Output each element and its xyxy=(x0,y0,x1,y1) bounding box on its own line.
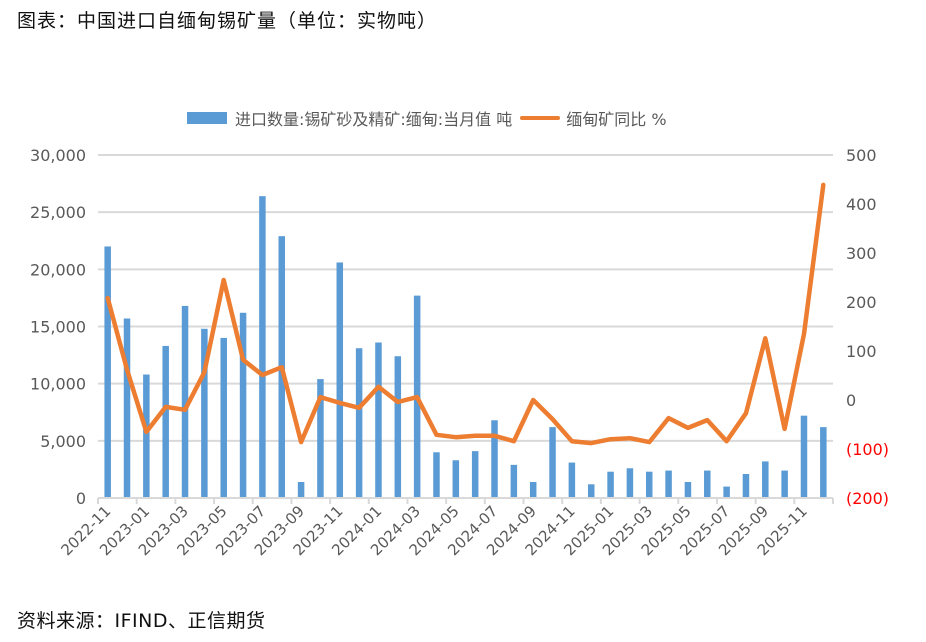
y-left-tick-label: 25,000 xyxy=(30,203,86,222)
bar-series xyxy=(104,196,827,498)
y-left-tick-label: 10,000 xyxy=(30,375,86,394)
y-right-tick-label: 500 xyxy=(846,146,877,165)
legend-line-swatch xyxy=(520,116,561,120)
bar xyxy=(433,452,440,498)
bar xyxy=(375,342,382,498)
legend-bar-swatch xyxy=(187,112,227,124)
y-right-tick-label: 400 xyxy=(846,195,877,214)
bar xyxy=(665,470,672,498)
bar xyxy=(607,471,614,498)
y-right-tick-label: (100) xyxy=(846,440,889,459)
bar xyxy=(646,471,653,498)
bar xyxy=(762,461,769,498)
bar xyxy=(220,337,227,498)
chart-title: 图表：中国进口自缅甸锡矿量（单位：实物吨） xyxy=(17,10,438,32)
bar xyxy=(452,460,460,498)
y-right-tick-label: 100 xyxy=(846,342,877,361)
bar xyxy=(800,415,808,498)
bar xyxy=(820,427,827,498)
bar xyxy=(297,481,305,498)
line-series xyxy=(105,182,826,446)
source-note: 资料来源：IFIND、正信期货 xyxy=(17,610,266,632)
bar xyxy=(742,473,750,498)
bar xyxy=(104,246,111,498)
y-left-tick-label: 20,000 xyxy=(30,260,86,279)
y-left-tick-label: 5,000 xyxy=(40,432,86,451)
y-left-tick-label: 30,000 xyxy=(30,146,86,165)
bar xyxy=(317,379,324,498)
bar xyxy=(491,420,498,498)
bar xyxy=(626,468,634,498)
bar xyxy=(162,345,169,498)
y-right-tick-label: 200 xyxy=(846,293,877,312)
bar xyxy=(355,348,363,498)
bar xyxy=(123,318,131,498)
bar xyxy=(336,262,344,498)
y-left-tick-label: 15,000 xyxy=(30,318,86,337)
bar xyxy=(143,374,150,498)
bar xyxy=(568,462,576,498)
y-left-tick-label: 0 xyxy=(76,489,86,508)
bar xyxy=(259,196,266,498)
y-axis-left: 0 5,000 10,000 15,000 20,000 25,000 30,000 xyxy=(30,146,86,508)
bar xyxy=(181,305,189,498)
x-axis: 2022-112023-012023-032023-052023-072023-… xyxy=(57,497,834,559)
y-axis-right: (200) (100) 0 100 200 300 400 500 xyxy=(846,146,889,508)
bar xyxy=(587,484,595,498)
bar xyxy=(239,312,247,498)
bar xyxy=(549,427,556,498)
y-right-tick-label: 0 xyxy=(846,391,856,410)
bar xyxy=(201,328,208,498)
bar xyxy=(510,464,518,498)
bar xyxy=(471,451,479,498)
bar xyxy=(684,481,692,498)
yoy-line xyxy=(105,182,826,446)
bar xyxy=(781,470,788,498)
legend-bar-label: 进口数量:锡矿砂及精矿:缅甸:当月值 吨 xyxy=(235,110,513,129)
legend-line-label: 缅甸矿同比 % xyxy=(566,110,667,129)
gridlines xyxy=(98,154,833,442)
bar xyxy=(704,470,711,498)
y-right-tick-label: (200) xyxy=(846,489,889,508)
bar xyxy=(529,481,537,498)
chart-legend: 进口数量:锡矿砂及精矿:缅甸:当月值 吨 缅甸矿同比 % xyxy=(187,106,667,130)
bar xyxy=(394,356,402,498)
y-right-tick-label: 300 xyxy=(846,244,877,263)
bar xyxy=(723,486,730,498)
